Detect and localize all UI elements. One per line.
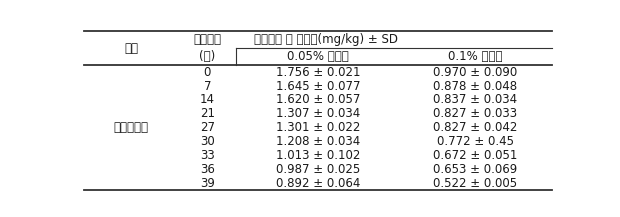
Text: 0.987 ± 0.025: 0.987 ± 0.025 bbox=[276, 163, 360, 176]
Text: 1.307 ± 0.034: 1.307 ± 0.034 bbox=[276, 107, 360, 120]
Text: 0: 0 bbox=[203, 66, 211, 79]
Text: 1.301 ± 0.022: 1.301 ± 0.022 bbox=[275, 121, 360, 134]
Text: 1.645 ± 0.077: 1.645 ± 0.077 bbox=[275, 80, 360, 93]
Text: 14: 14 bbox=[200, 94, 215, 107]
Text: 0.05% 처리구: 0.05% 처리구 bbox=[287, 50, 348, 63]
Text: 경과일수: 경과일수 bbox=[193, 33, 221, 46]
Text: 0.522 ± 0.005: 0.522 ± 0.005 bbox=[433, 177, 518, 190]
Text: 7: 7 bbox=[203, 80, 211, 93]
Text: 0.827 ± 0.042: 0.827 ± 0.042 bbox=[433, 121, 518, 134]
Text: 21: 21 bbox=[200, 107, 215, 120]
Text: 0.837 ± 0.034: 0.837 ± 0.034 bbox=[433, 94, 518, 107]
Text: 39: 39 bbox=[200, 177, 215, 190]
Text: 33: 33 bbox=[200, 149, 215, 162]
Text: 1.013 ± 0.102: 1.013 ± 0.102 bbox=[275, 149, 360, 162]
Text: 0.970 ± 0.090: 0.970 ± 0.090 bbox=[433, 66, 518, 79]
Text: 30: 30 bbox=[200, 135, 215, 148]
Text: 작물: 작물 bbox=[124, 42, 138, 55]
Text: 0.878 ± 0.048: 0.878 ± 0.048 bbox=[433, 80, 518, 93]
Text: 0.672 ± 0.051: 0.672 ± 0.051 bbox=[433, 149, 518, 162]
Text: 0.653 ± 0.069: 0.653 ± 0.069 bbox=[433, 163, 518, 176]
Text: 1.756 ± 0.021: 1.756 ± 0.021 bbox=[275, 66, 360, 79]
Text: 0.827 ± 0.033: 0.827 ± 0.033 bbox=[433, 107, 518, 120]
Text: 0.892 ± 0.064: 0.892 ± 0.064 bbox=[275, 177, 360, 190]
Text: 엇갈이배추: 엇갈이배추 bbox=[113, 121, 148, 134]
Text: 36: 36 bbox=[200, 163, 215, 176]
Text: 27: 27 bbox=[200, 121, 215, 134]
Text: 1.208 ± 0.034: 1.208 ± 0.034 bbox=[276, 135, 360, 148]
Text: 토양시료 중 잔류량(mg/kg) ± SD: 토양시료 중 잔류량(mg/kg) ± SD bbox=[254, 33, 397, 46]
Text: (일): (일) bbox=[199, 50, 215, 63]
Text: 1.620 ± 0.057: 1.620 ± 0.057 bbox=[275, 94, 360, 107]
Text: 0.1% 처리구: 0.1% 처리구 bbox=[448, 50, 503, 63]
Text: 0.772 ± 0.45: 0.772 ± 0.45 bbox=[437, 135, 514, 148]
